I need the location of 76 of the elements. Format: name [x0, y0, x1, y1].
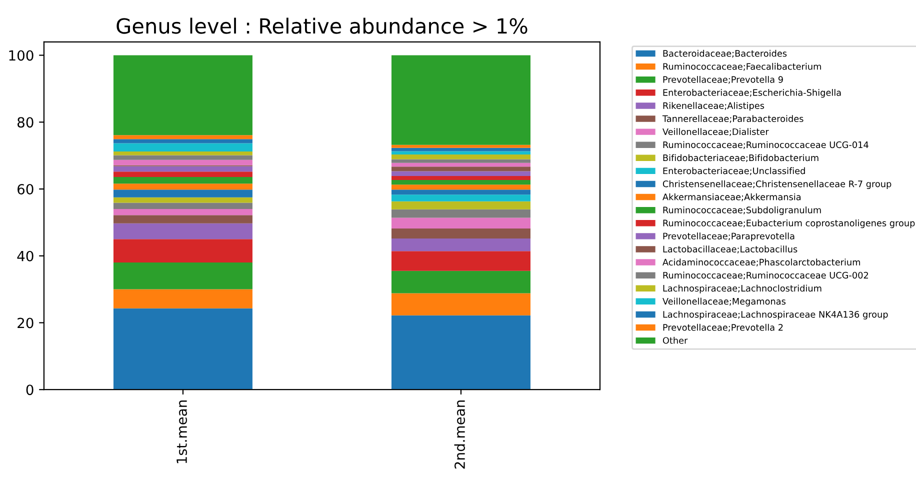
legend-label: Lachnospiraceae;Lachnoclostridium — [663, 284, 822, 294]
bar — [391, 209, 530, 218]
bar — [391, 315, 530, 390]
legend-label: Ruminococcaceae;Subdoligranulum — [663, 206, 821, 216]
y-tick-label: 80 — [18, 117, 34, 128]
legend-label: Rikenellaceae;Alistipes — [663, 102, 764, 111]
bar — [113, 143, 252, 152]
bar — [391, 166, 530, 172]
bar — [391, 151, 530, 155]
bar — [391, 238, 530, 252]
legend-label: Tannerellaceae;Parabacteroides — [662, 115, 804, 123]
bar — [391, 251, 530, 271]
legend-label: Veillonellaceae;Megamonas — [662, 298, 786, 306]
bar — [113, 223, 252, 240]
bar — [113, 190, 252, 198]
legend-label: Enterobacteriaceae;Escherichia-Shigella — [663, 89, 841, 98]
bar — [113, 152, 252, 156]
bar — [391, 154, 530, 160]
bar — [391, 228, 530, 238]
bar — [113, 55, 252, 136]
bar — [113, 209, 252, 216]
bar — [391, 190, 530, 195]
bar — [113, 262, 252, 290]
bar — [391, 171, 530, 176]
bar — [391, 176, 530, 180]
legend-label: Ruminococcaceae;Faecalibacterium — [663, 62, 821, 71]
legend-label: Lactobacillaceae;Lactobacillus — [663, 246, 798, 254]
bar — [113, 289, 252, 308]
bar — [113, 184, 252, 190]
legend-label: Ruminococcaceae;Ruminococcaceae UCG-002 — [663, 272, 868, 280]
bar — [113, 172, 252, 177]
bar — [113, 197, 252, 203]
legend-label: Enterobacteriaceae;Unclassified — [663, 167, 805, 176]
bar — [113, 166, 252, 172]
bar — [391, 218, 530, 228]
legend-label: Lachnospiraceae;Lachnospiraceae NK4A136 group — [663, 310, 888, 320]
bar — [391, 270, 530, 294]
bar — [391, 201, 530, 210]
legend-label: Ruminococcaceae;Ruminococcaceae UCG-014 — [663, 141, 868, 149]
y-tick-label: 100 — [9, 50, 34, 61]
bar — [113, 239, 252, 263]
legend-label: Bacteroidaceae;Bacteroides — [663, 50, 787, 58]
legend-label: Veillonellaceae;Dialister — [662, 128, 769, 136]
chart-title: Genus level : Relative abundance > 1% — [116, 18, 528, 34]
legend-label: Prevotellaceae;Prevotella 9 — [663, 76, 783, 84]
x-tick-label: 1st.mean — [176, 400, 187, 464]
bar — [113, 215, 252, 224]
bar — [113, 202, 252, 210]
legend-label: Other — [662, 336, 688, 344]
bar — [391, 162, 530, 167]
y-tick-label: 20 — [18, 318, 34, 328]
bar — [391, 55, 530, 145]
legend-label: Prevotellaceae;Paraprevotella — [663, 232, 794, 242]
bar — [113, 135, 252, 140]
bar — [113, 176, 252, 184]
bar — [391, 194, 530, 202]
legend-label: Bifidobacteriaceae;Bifidobacterium — [663, 154, 818, 162]
y-tick-label: 0 — [26, 384, 34, 396]
bar — [113, 160, 252, 166]
bar — [391, 293, 530, 316]
bar — [113, 308, 252, 390]
bar — [113, 155, 252, 160]
bar — [391, 159, 530, 163]
legend-label: Prevotellaceae;Prevotella 2 — [663, 324, 783, 332]
bar — [391, 148, 530, 152]
legend-label: Ruminococcaceae;Eubacterium coprostanoligenes group — [663, 219, 915, 228]
y-tick-label: 60 — [18, 184, 34, 194]
bar — [391, 180, 530, 185]
x-tick-label: 2nd.mean — [454, 400, 466, 469]
legend-label: Akkermansiaceae;Akkermansia — [662, 193, 801, 202]
legend-label: Acidaminococcaceae;Phascolarctobacterium — [662, 258, 860, 266]
bar — [113, 139, 252, 144]
bar — [391, 184, 530, 190]
legend-label: Christensenellaceae;Christensenellaceae R-7 group — [662, 180, 892, 189]
y-tick-label: 40 — [17, 250, 34, 262]
bar — [391, 144, 530, 148]
